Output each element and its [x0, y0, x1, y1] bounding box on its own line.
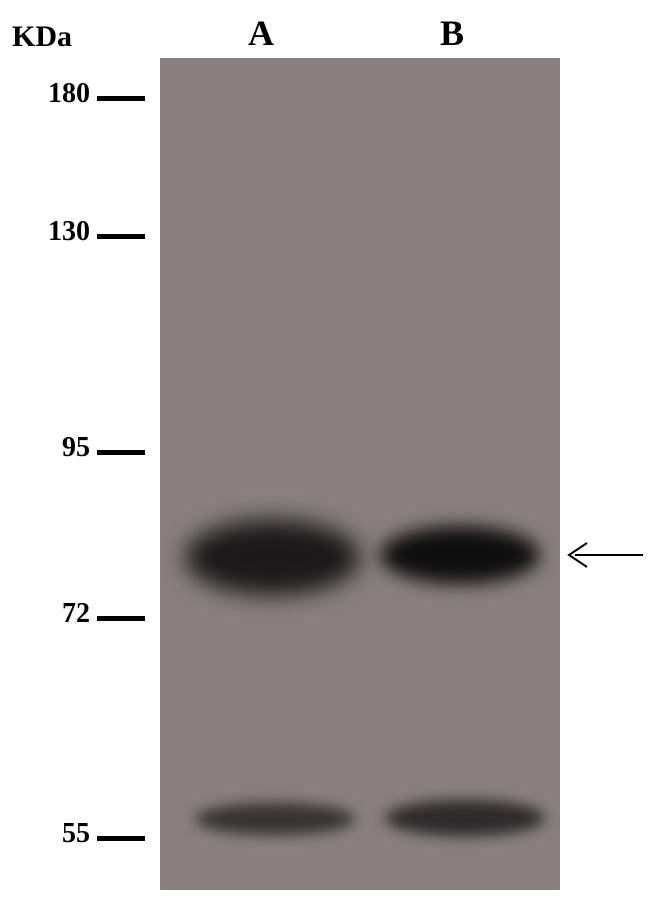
marker-tick-55 [97, 836, 145, 841]
band-a-lower [195, 803, 355, 835]
marker-tick-95 [97, 450, 145, 455]
blot-membrane [160, 58, 560, 890]
marker-label-130: 130 [35, 216, 90, 248]
band-b-lower [385, 800, 545, 836]
marker-tick-130 [97, 234, 145, 239]
band-b-upper [380, 526, 540, 584]
target-arrow [565, 540, 645, 570]
marker-label-95: 95 [35, 432, 90, 464]
marker-tick-180 [97, 96, 145, 101]
marker-label-180: 180 [35, 78, 90, 110]
band-a-upper [185, 520, 360, 595]
lane-label-b: B [440, 12, 464, 54]
unit-label: KDa [12, 20, 72, 54]
lane-label-a: A [248, 12, 274, 54]
marker-label-72: 72 [35, 598, 90, 630]
blot-container: KDa A B 180 130 95 72 55 [0, 0, 650, 900]
marker-tick-72 [97, 616, 145, 621]
marker-label-55: 55 [35, 818, 90, 850]
